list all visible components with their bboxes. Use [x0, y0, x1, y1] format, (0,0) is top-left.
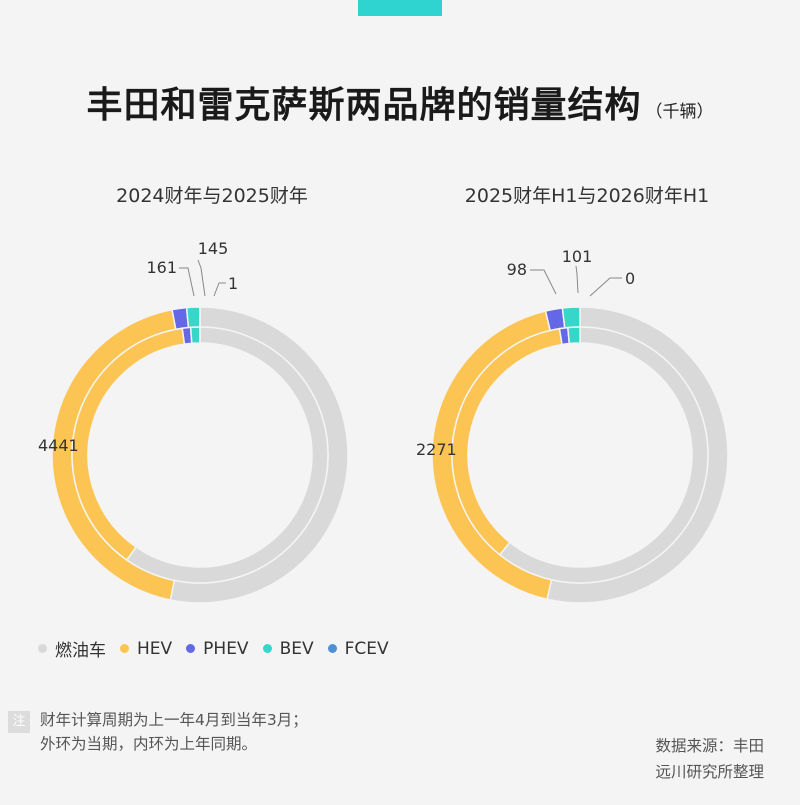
source-line: 远川研究所整理 — [655, 763, 764, 781]
legend-label: PHEV — [203, 638, 249, 659]
outer-ring-slice-bev — [185, 306, 201, 329]
legend-label: 燃油车 — [55, 641, 106, 661]
value-label-phev: 98 — [507, 260, 527, 279]
legend-swatch — [327, 644, 337, 653]
value-label-fcev: 0 — [625, 269, 635, 288]
legend-swatch — [38, 644, 47, 653]
top-accent-bar — [358, 0, 442, 16]
leader-line-fcev — [213, 282, 226, 297]
legend-item-ice: 燃油车 — [38, 636, 106, 661]
inner-ring-slice-bev — [189, 326, 201, 345]
legend-swatch — [262, 644, 272, 653]
chart-subtitle: 2024财年与2025财年 — [116, 185, 308, 207]
source-credit: 数据来源：丰田 远川研究所整理 — [655, 733, 764, 785]
donut-chart-fy2025h1-fy2026h1: 2025财年H1与2026财年H1 2271 98 101 0 — [416, 185, 729, 604]
footnote-line: 财年计算周期为上一年4月到当年3月； — [40, 711, 308, 729]
legend-swatch — [120, 644, 129, 653]
leader-line-phev — [179, 267, 195, 297]
legend-item-phev: PHEV — [186, 638, 249, 659]
outer-ring-slice-bev — [561, 306, 581, 329]
chart-title: 丰田和雷克萨斯两品牌的销量结构 — [86, 85, 642, 126]
value-label-bev: 101 — [562, 247, 593, 266]
value-label-phev: 161 — [146, 258, 177, 277]
value-label-fcev: 1 — [228, 274, 238, 293]
legend-item-bev: BEV — [262, 638, 314, 659]
donut-chart-fy2024-fy2025: 2024财年与2025财年 4441 161 145 1 — [38, 185, 349, 604]
leader-line-bev — [197, 259, 206, 297]
donut-charts: 2024财年与2025财年 4441 161 145 1 2025财年H1与20… — [38, 185, 729, 604]
chart-subtitle: 2025财年H1与2026财年H1 — [465, 185, 709, 207]
leader-line-fcev — [589, 277, 622, 297]
chart-title-block: 丰田和雷克萨斯两品牌的销量结构 （千辆） — [0, 76, 800, 128]
legend-label: FCEV — [344, 638, 389, 659]
value-label-bev: 145 — [198, 239, 229, 258]
source-line: 数据来源：丰田 — [655, 737, 764, 755]
inner-ring-slice-bev — [566, 326, 581, 345]
legend-swatch — [186, 644, 196, 653]
value-label-hev: 4441 — [38, 436, 79, 455]
leader-line-phev — [530, 269, 557, 295]
legend-item-hev: HEV — [120, 639, 172, 659]
outer-ring-slice-phev — [171, 306, 190, 331]
value-label-hev: 2271 — [416, 440, 457, 459]
legend: 燃油车 HEV PHEV BEV FCEV — [38, 636, 389, 661]
legend-label: BEV — [279, 638, 314, 659]
unit-label: （千辆） — [645, 102, 714, 122]
footnote-line: 外环为当期，内环为上年同期。 — [40, 735, 258, 753]
leader-line-bev — [575, 265, 579, 294]
legend-label: HEV — [137, 638, 173, 659]
note-badge: 注 — [8, 711, 30, 733]
footnote: 财年计算周期为上一年4月到当年3月； 外环为当期，内环为上年同期。 — [40, 708, 308, 756]
legend-item-fcev: FCEV — [327, 638, 389, 659]
